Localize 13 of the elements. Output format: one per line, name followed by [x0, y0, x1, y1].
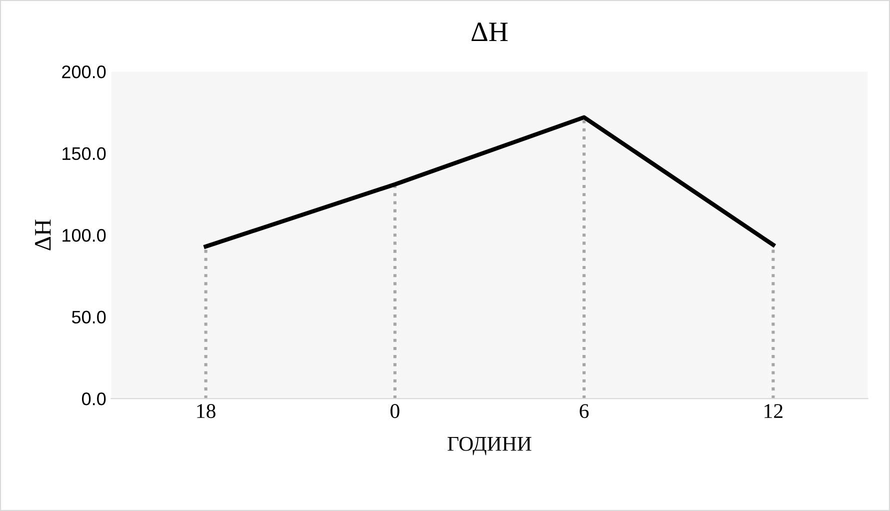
x-tick-label: 18: [197, 404, 216, 418]
x-axis-title: ГОДИНИ: [448, 436, 532, 456]
line-series: [204, 115, 776, 249]
y-tick-label: 100.0: [62, 228, 106, 242]
y-tick-label: 150.0: [62, 147, 106, 160]
y-tick-label: 200.0: [62, 65, 106, 78]
x-tick-label: 0: [390, 404, 400, 418]
y-axis-title: ΔH: [35, 220, 51, 250]
y-tick-label: 50.0: [72, 310, 106, 324]
x-tick-label: 6: [580, 404, 589, 418]
chart-title: ΔH: [472, 22, 508, 41]
y-tick-label: 0.0: [82, 392, 106, 406]
x-tick-label: 12: [764, 404, 782, 418]
